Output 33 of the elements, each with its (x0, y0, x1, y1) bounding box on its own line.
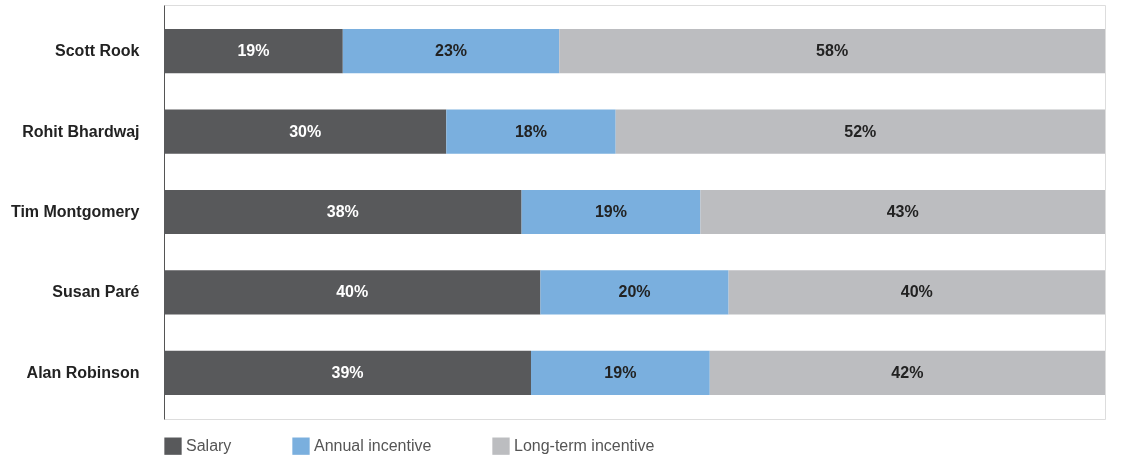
legend-label: Long-term incentive (514, 437, 655, 455)
data-label: 18% (514, 122, 548, 140)
bar (446, 109, 616, 154)
data-label: 42% (891, 363, 924, 381)
data-label: 40% (336, 283, 369, 301)
legend-label: Annual incentive (314, 437, 432, 455)
data-label: 52% (844, 122, 877, 140)
y-tick-label: Scott Rook (55, 42, 140, 60)
data-label: 19% (604, 363, 637, 381)
data-label: 30% (289, 122, 322, 140)
data-label: 39% (331, 363, 364, 381)
bar (700, 189, 1105, 235)
data-label: 20% (618, 283, 651, 301)
bar (728, 270, 1105, 315)
data-label: 58% (816, 42, 849, 60)
y-tick-label: Alan Robinson (26, 363, 140, 381)
bar (559, 29, 1105, 74)
data-label: 23% (434, 42, 468, 60)
y-tick-label: Susan Paré (52, 283, 140, 301)
y-tick-label: Rohit Bhardwaj (22, 122, 140, 140)
bar (709, 350, 1105, 395)
bar (530, 350, 710, 395)
legend-label: Salary (186, 437, 232, 455)
bar (342, 29, 560, 74)
data-label: 43% (886, 203, 919, 220)
data-label: 40% (900, 283, 933, 301)
data-label: 19% (237, 42, 270, 60)
data-label: 19% (594, 203, 627, 220)
bar (615, 109, 1105, 154)
bar (521, 189, 701, 235)
y-tick-label: Tim Montgomery (10, 203, 140, 220)
bar (540, 270, 729, 315)
data-label: 38% (326, 203, 359, 220)
